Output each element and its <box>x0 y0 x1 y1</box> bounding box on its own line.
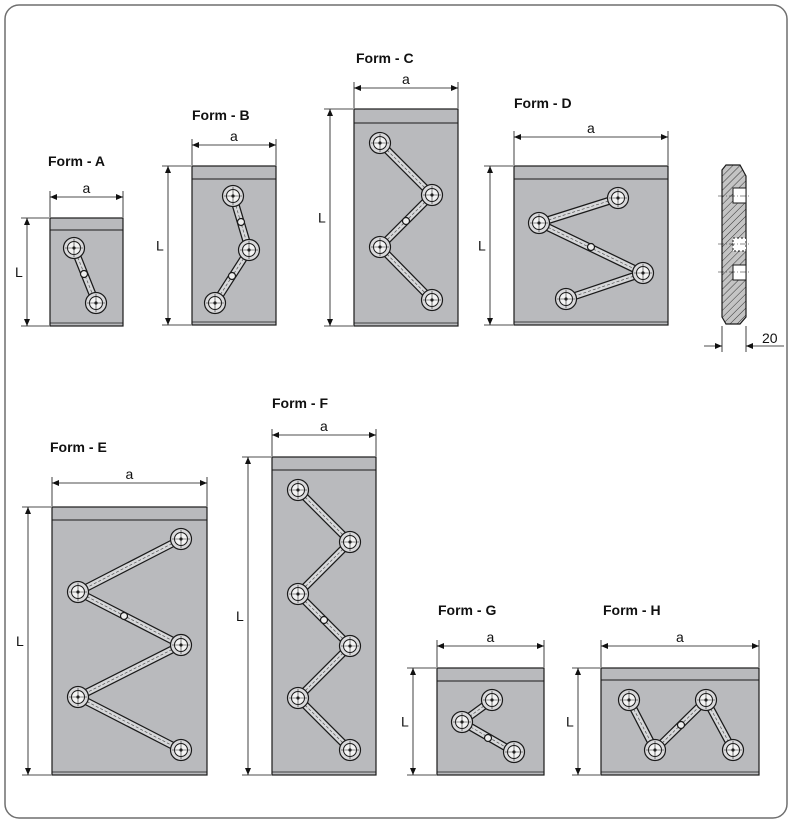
form-b-hole-center <box>213 301 217 305</box>
form-h-width-label: a <box>676 629 684 645</box>
form-g-hole-center <box>512 750 516 754</box>
form-h-hole-center <box>653 748 657 752</box>
form-d-title: Form - D <box>514 95 572 111</box>
form-c-channel-centerline <box>379 246 433 301</box>
form-f-hole-center <box>348 748 352 752</box>
form-d-plug <box>586 242 596 252</box>
form-c-hole-center <box>430 193 434 197</box>
form-h-hole-center <box>704 698 708 702</box>
form-c-width-label: a <box>402 71 410 87</box>
form-b-hole-center <box>231 194 235 198</box>
form-d-hole-center <box>616 196 620 200</box>
form-h-hole-center <box>627 698 631 702</box>
form-c-plug <box>401 216 411 226</box>
form-h-plug <box>676 720 686 730</box>
side-view-pocket-middle <box>732 237 747 252</box>
form-e-hole-center <box>179 537 183 541</box>
form-d-width-label: a <box>587 120 595 136</box>
side-view: 20 <box>704 164 784 352</box>
form-h-title: Form - H <box>603 602 661 618</box>
form-a-hole-center <box>94 301 98 305</box>
form-f-channel-centerline <box>297 489 351 543</box>
form-d-channel-centerline <box>538 197 619 224</box>
form-c: Form - C a L <box>318 50 459 327</box>
form-h-length-label: L <box>566 714 574 730</box>
form-f-title: Form - F <box>272 395 328 411</box>
form-f: Form - F a L <box>236 395 377 776</box>
form-e: Form - E a L <box>16 439 208 776</box>
form-f-hole-center <box>348 540 352 544</box>
form-e-width-label: a <box>126 466 134 482</box>
form-b-hole-center <box>247 248 251 252</box>
form-c-hole-center <box>378 245 382 249</box>
form-a-width-label: a <box>83 180 91 196</box>
form-e-title: Form - E <box>50 439 107 455</box>
form-e-channel-centerline <box>77 591 182 646</box>
form-c-title: Form - C <box>356 50 414 66</box>
form-f-hole-center <box>348 644 352 648</box>
form-f-channel-centerline <box>297 541 351 595</box>
form-b-width-label: a <box>230 128 238 144</box>
form-a-length-label: L <box>15 264 23 280</box>
form-f-channel-centerline <box>297 697 351 751</box>
form-e-hole-center <box>76 695 80 699</box>
form-g-plug <box>483 733 493 743</box>
form-e-hole-center <box>179 643 183 647</box>
form-f-width-label: a <box>320 418 328 434</box>
form-f-channel-centerline <box>297 645 351 699</box>
form-d: Form - D a L <box>478 95 669 326</box>
form-b-plug <box>227 271 237 281</box>
form-d-hole-center <box>641 271 645 275</box>
form-e-hole-center <box>179 748 183 752</box>
form-d-channel-centerline <box>565 272 644 300</box>
form-e-channel-centerline <box>77 538 182 593</box>
form-a-hole-center <box>72 246 76 250</box>
form-e-plug <box>119 611 129 621</box>
form-d-hole-center <box>564 297 568 301</box>
form-a: Form - A a L <box>15 153 124 327</box>
form-f-hole-center <box>296 592 300 596</box>
form-f-hole-center <box>296 488 300 492</box>
form-f-plug <box>319 615 329 625</box>
form-f-hole-center <box>296 696 300 700</box>
thickness-label: 20 <box>762 330 778 346</box>
side-view-pocket-top <box>732 187 747 204</box>
form-c-hole-center <box>378 141 382 145</box>
form-g: Form - G a L <box>401 602 545 776</box>
form-e-channel-centerline <box>77 696 182 751</box>
form-e-channel-centerline <box>77 644 182 698</box>
form-e-hole-center <box>76 590 80 594</box>
form-g-title: Form - G <box>438 602 496 618</box>
form-f-length-label: L <box>236 608 244 624</box>
form-b: Form - B a L <box>156 107 277 326</box>
form-a-plug <box>79 269 89 279</box>
form-g-width-label: a <box>487 629 495 645</box>
side-view-pocket-bottom <box>732 264 747 281</box>
form-c-channel-centerline <box>379 142 433 196</box>
form-a-title: Form - A <box>48 153 105 169</box>
form-d-hole-center <box>537 221 541 225</box>
form-g-hole-center <box>460 720 464 724</box>
form-e-length-label: L <box>16 633 24 649</box>
form-d-length-label: L <box>478 238 486 254</box>
form-c-hole-center <box>430 298 434 302</box>
form-b-length-label: L <box>156 238 164 254</box>
form-g-length-label: L <box>401 714 409 730</box>
form-g-hole-center <box>490 698 494 702</box>
form-h: Form - H a L <box>566 602 760 776</box>
form-b-plug <box>236 217 246 227</box>
form-c-length-label: L <box>318 210 326 226</box>
form-b-title: Form - B <box>192 107 250 123</box>
form-h-hole-center <box>731 748 735 752</box>
